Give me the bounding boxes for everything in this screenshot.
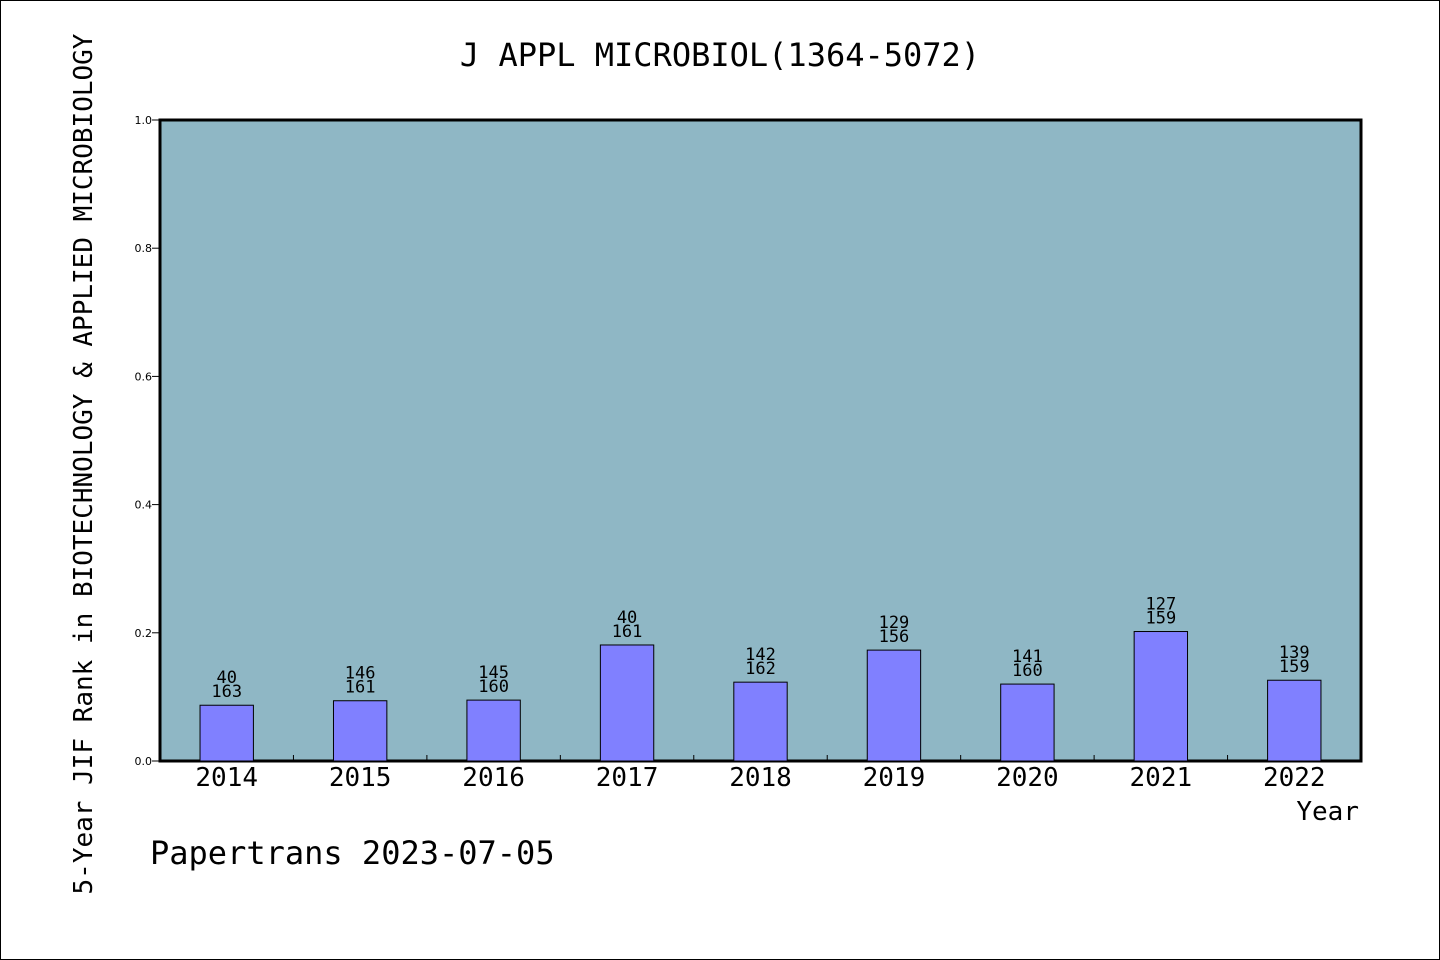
bar	[1133, 631, 1189, 762]
bar-label-total: 156	[879, 627, 910, 647]
bars: 4016314616114516040161142162129156141160…	[199, 595, 1322, 762]
bar-label-total: 161	[612, 622, 643, 642]
y-tick-label: 0.0	[135, 755, 153, 768]
bar-label-rank: 40	[216, 668, 236, 688]
bar	[1267, 679, 1322, 762]
bar-label-rank: 139	[1279, 643, 1310, 663]
bar-label-rank: 141	[1012, 647, 1043, 667]
bar-label-rank: 145	[478, 663, 509, 683]
bar-label-total: 163	[211, 682, 242, 702]
bar	[1000, 683, 1055, 762]
bar-label-rank: 146	[345, 664, 376, 684]
bar-label-total: 159	[1145, 609, 1176, 629]
bar	[466, 699, 521, 762]
y-axis: 0.0 0.2 0.4 0.6 0.8 1.0	[135, 114, 160, 768]
bar-label-total: 159	[1279, 657, 1310, 677]
x-tick-label: 2022	[1263, 763, 1326, 793]
bar	[199, 704, 254, 762]
y-tick-label: 0.8	[135, 242, 153, 255]
bar-label-total: 160	[1012, 661, 1043, 681]
x-tick-label: 2014	[195, 763, 258, 793]
footer-watermark: Papertrans 2023-07-05	[150, 834, 555, 872]
y-tick-label: 0.6	[135, 370, 153, 383]
x-tick-label: 2020	[996, 763, 1059, 793]
x-tick-label: 2021	[1130, 763, 1193, 793]
y-axis-label: 5-Year JIF Rank in BIOTECHNOLOGY & APPLI…	[69, 33, 99, 894]
x-tick-label: 2017	[596, 763, 659, 793]
bar	[733, 681, 788, 762]
x-tick-label: 2018	[729, 763, 792, 793]
y-tick-label: 0.2	[135, 627, 153, 640]
bar-label-total: 160	[478, 677, 509, 697]
bar	[332, 700, 388, 762]
bar-label-total: 161	[345, 678, 376, 698]
bar-label-rank: 142	[745, 645, 776, 665]
bar-label-rank: 127	[1145, 595, 1176, 615]
x-axis-label: Year	[1296, 797, 1359, 827]
y-tick-label: 0.4	[135, 499, 153, 512]
bar-label-rank: 40	[617, 608, 637, 628]
y-tick-label: 1.0	[135, 114, 153, 127]
x-axis: 2014 2015 2016 2017 2018 2019 2020 2021 2022	[195, 755, 1326, 793]
bar	[866, 649, 922, 762]
bar	[599, 644, 655, 762]
bar-label-rank: 129	[879, 613, 910, 633]
x-tick-label: 2016	[462, 763, 525, 793]
chart-title: J APPL MICROBIOL(1364-5072)	[460, 36, 980, 74]
x-tick-label: 2015	[329, 763, 392, 793]
bar-label-total: 162	[745, 659, 776, 679]
x-tick-label: 2019	[863, 763, 926, 793]
